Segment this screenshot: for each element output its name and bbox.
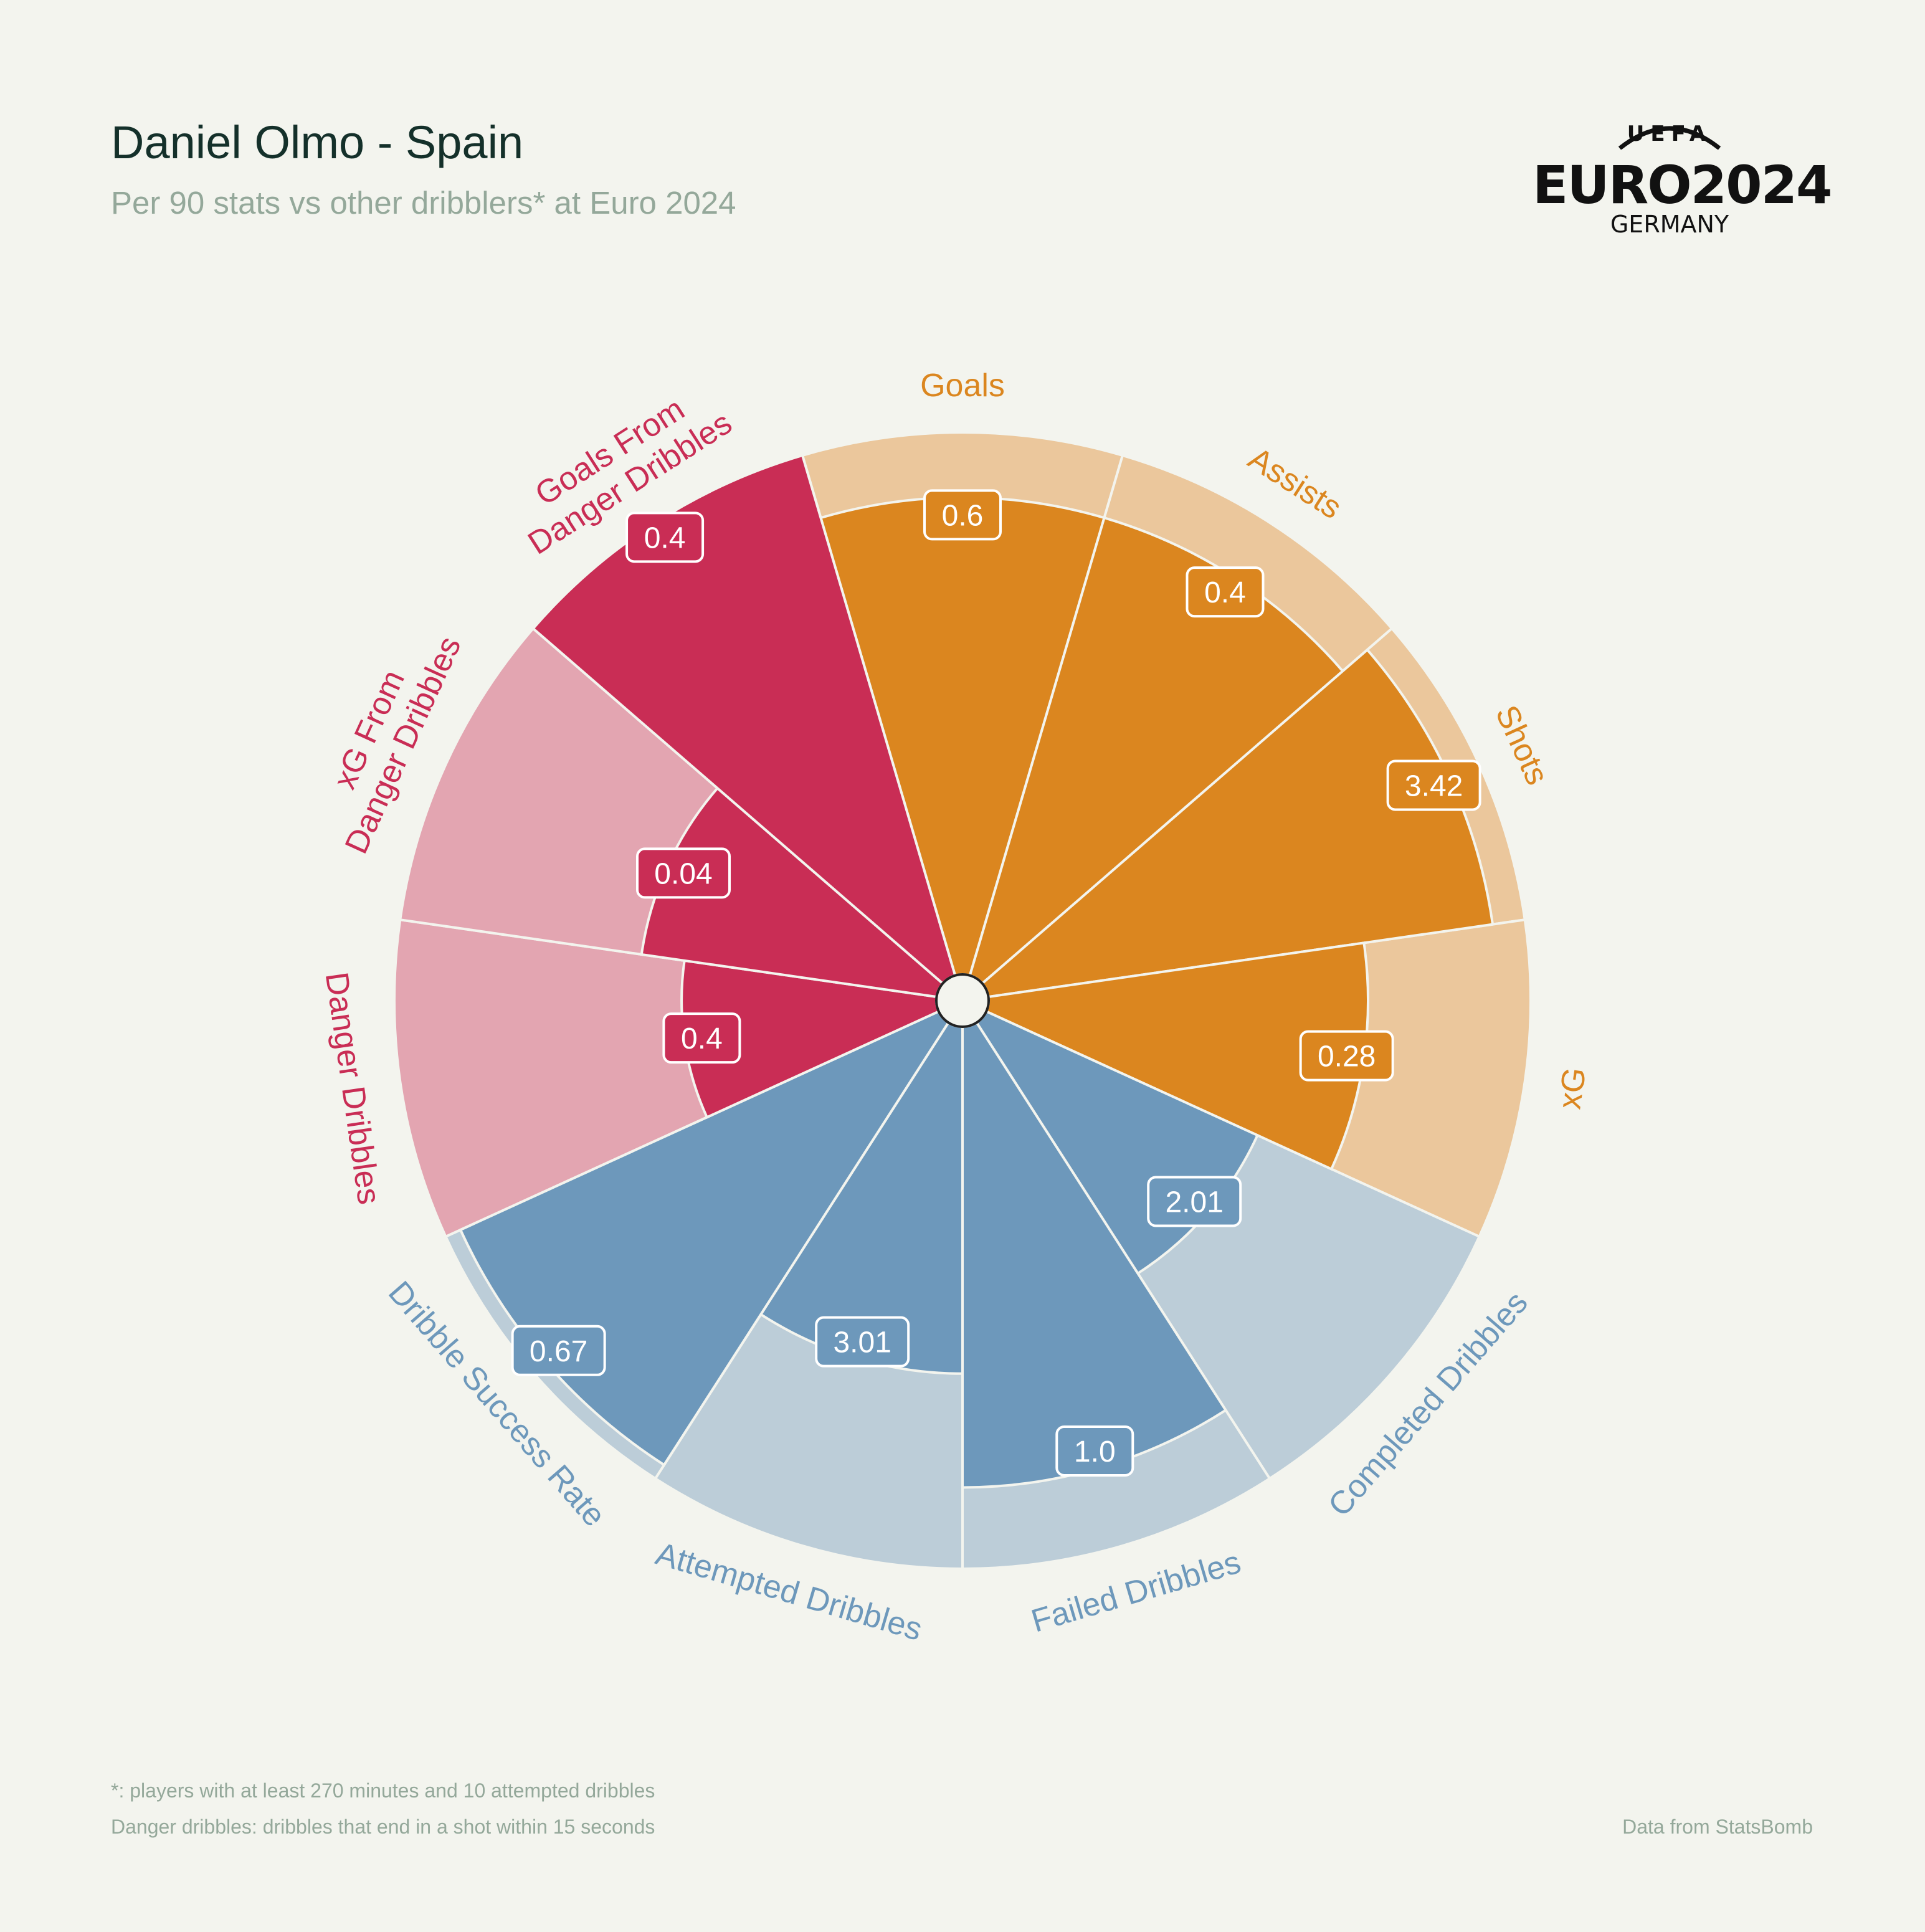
category-label-danger-dribbles: Danger Dribbles [318, 970, 387, 1207]
value-label-box [636, 847, 731, 899]
value-labels: 0.6 0.4 3.42 0.28 2.01 1.0 3.01 0.67 0.4 0.04 0.4 [511, 489, 1481, 1477]
value-label-box [511, 1325, 606, 1376]
category-label-line: Shots [1488, 700, 1556, 790]
uefa-arc-logo: UEFA [1618, 121, 1721, 150]
value-label-box [923, 489, 1002, 541]
value-label-text: 0.67 [530, 1335, 587, 1368]
category-label-assists: Assists [1242, 440, 1348, 526]
value-label-text: 0.28 [1318, 1040, 1376, 1073]
value-label-box [1147, 1176, 1242, 1227]
value-label-text: 2.01 [1165, 1186, 1223, 1219]
category-label-line: xG [1552, 1065, 1594, 1111]
value-label-text: 3.01 [833, 1326, 891, 1359]
value-label-text: 0.4 [644, 521, 686, 554]
value-label-box [662, 1012, 741, 1064]
category-label-line: Danger Dribbles [318, 970, 387, 1207]
value-label-attempted-dribbles: 3.01 [815, 1316, 910, 1368]
page-subtitle: Per 90 stats vs other dribblers* at Euro… [111, 185, 736, 221]
value-label-shots: 3.42 [1386, 759, 1481, 811]
footnote-minutes: *: players with at least 270 minutes and… [111, 1779, 655, 1802]
category-label-xg: xG [1552, 1065, 1594, 1111]
center-circle [935, 973, 990, 1028]
value-label-dribble-success-rate: 0.67 [511, 1325, 606, 1376]
logo-euro-text: EURO2024 [1533, 155, 1832, 216]
value-label-box [1299, 1030, 1394, 1082]
euro2024-logo: UEFA EURO2024 GERMANY [1533, 112, 1832, 238]
value-label-box [1055, 1425, 1134, 1477]
value-label-text: 0.04 [654, 857, 712, 890]
value-label-text: 1.0 [1074, 1435, 1116, 1468]
svg-text:UEFA: UEFA [1627, 121, 1712, 146]
value-label-goals: 0.6 [923, 489, 1002, 541]
value-label-text: 3.42 [1405, 769, 1463, 802]
category-label-goals: Goals [920, 368, 1005, 404]
value-label-box [815, 1316, 910, 1368]
value-label-failed-dribbles: 1.0 [1055, 1425, 1134, 1477]
value-label-box [1186, 566, 1265, 618]
category-label-line: Assists [1242, 440, 1348, 526]
value-label-goals-from-danger-dribbles: 0.4 [625, 512, 705, 563]
logo-germany-text: GERMANY [1610, 211, 1729, 238]
value-label-text: 0.6 [942, 499, 984, 532]
value-label-assists: 0.4 [1186, 566, 1265, 618]
value-label-box [1386, 759, 1481, 811]
footnote-danger-definition: Danger dribbles: dribbles that end in a … [111, 1815, 655, 1838]
value-label-text: 0.4 [681, 1022, 723, 1055]
value-label-xg-from-danger-dribbles: 0.04 [636, 847, 731, 899]
value-label-text: 0.4 [1204, 576, 1246, 609]
page-title: Daniel Olmo - Spain [111, 117, 524, 168]
category-label-shots: Shots [1488, 700, 1556, 790]
value-label-xg: 0.28 [1299, 1030, 1394, 1082]
value-label-danger-dribbles: 0.4 [662, 1012, 741, 1064]
value-label-completed-dribbles: 2.01 [1147, 1176, 1242, 1227]
category-label-line: Goals [920, 368, 1005, 404]
value-label-box [625, 512, 705, 563]
data-credit: Data from StatsBomb [1622, 1815, 1813, 1838]
